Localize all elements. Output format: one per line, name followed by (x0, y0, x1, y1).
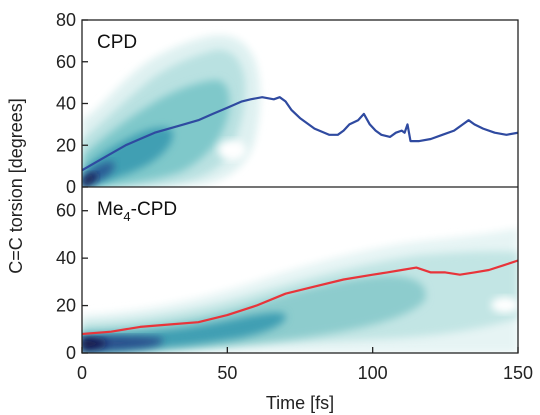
y-tick-label-me4-cpd: 40 (56, 248, 76, 268)
y-tick-label-me4-cpd: 20 (56, 296, 76, 316)
y-tick-label-me4-cpd: 0 (66, 343, 76, 363)
x-axis-title: Time [fs] (266, 393, 334, 413)
y-axis-ticks-me4-cpd: 0 20 40 60 (56, 201, 88, 363)
density-level-6 (82, 173, 98, 186)
y-axis-title: C=C torsion [degrees] (6, 98, 26, 274)
density-void (218, 140, 246, 160)
y-tick-label-cpd: 0 (66, 177, 76, 197)
panel-cpd: CPD (82, 32, 518, 187)
panel-label-me4-cpd: Me4-CPD (97, 199, 177, 224)
panel-label-me4-cpd-suffix: -CPD (131, 199, 177, 220)
y-tick-label-cpd: 80 (56, 10, 76, 30)
y-tick-label-cpd: 40 (56, 94, 76, 114)
panel-label-me4-cpd-main: Me (97, 199, 123, 220)
panel-label-me4-cpd-sub: 4 (123, 209, 130, 224)
x-tick-label: 150 (503, 363, 533, 383)
density-level-5 (82, 336, 164, 351)
x-tick-label: 50 (217, 363, 237, 383)
y-tick-label-me4-cpd: 60 (56, 201, 76, 221)
panel-label-cpd: CPD (97, 32, 137, 53)
y-tick-label-cpd: 20 (56, 135, 76, 155)
y-tick-label-cpd: 60 (56, 52, 76, 72)
x-tick-label: 100 (358, 363, 388, 383)
density-level-6 (82, 338, 108, 350)
panel-label-cpd-text: CPD (97, 32, 137, 53)
series-line-me4-cpd (82, 259, 518, 336)
x-axis-ticks: 0 50 100 150 (77, 347, 533, 383)
x-tick-label: 0 (77, 363, 87, 383)
panel-me4-cpd: Me4-CPD (82, 199, 518, 353)
y-axis-ticks-cpd: 0 20 40 60 80 (56, 10, 88, 197)
density-cloud-cpd (82, 35, 261, 187)
series-line-cpd (82, 96, 518, 172)
density-void (491, 297, 518, 313)
